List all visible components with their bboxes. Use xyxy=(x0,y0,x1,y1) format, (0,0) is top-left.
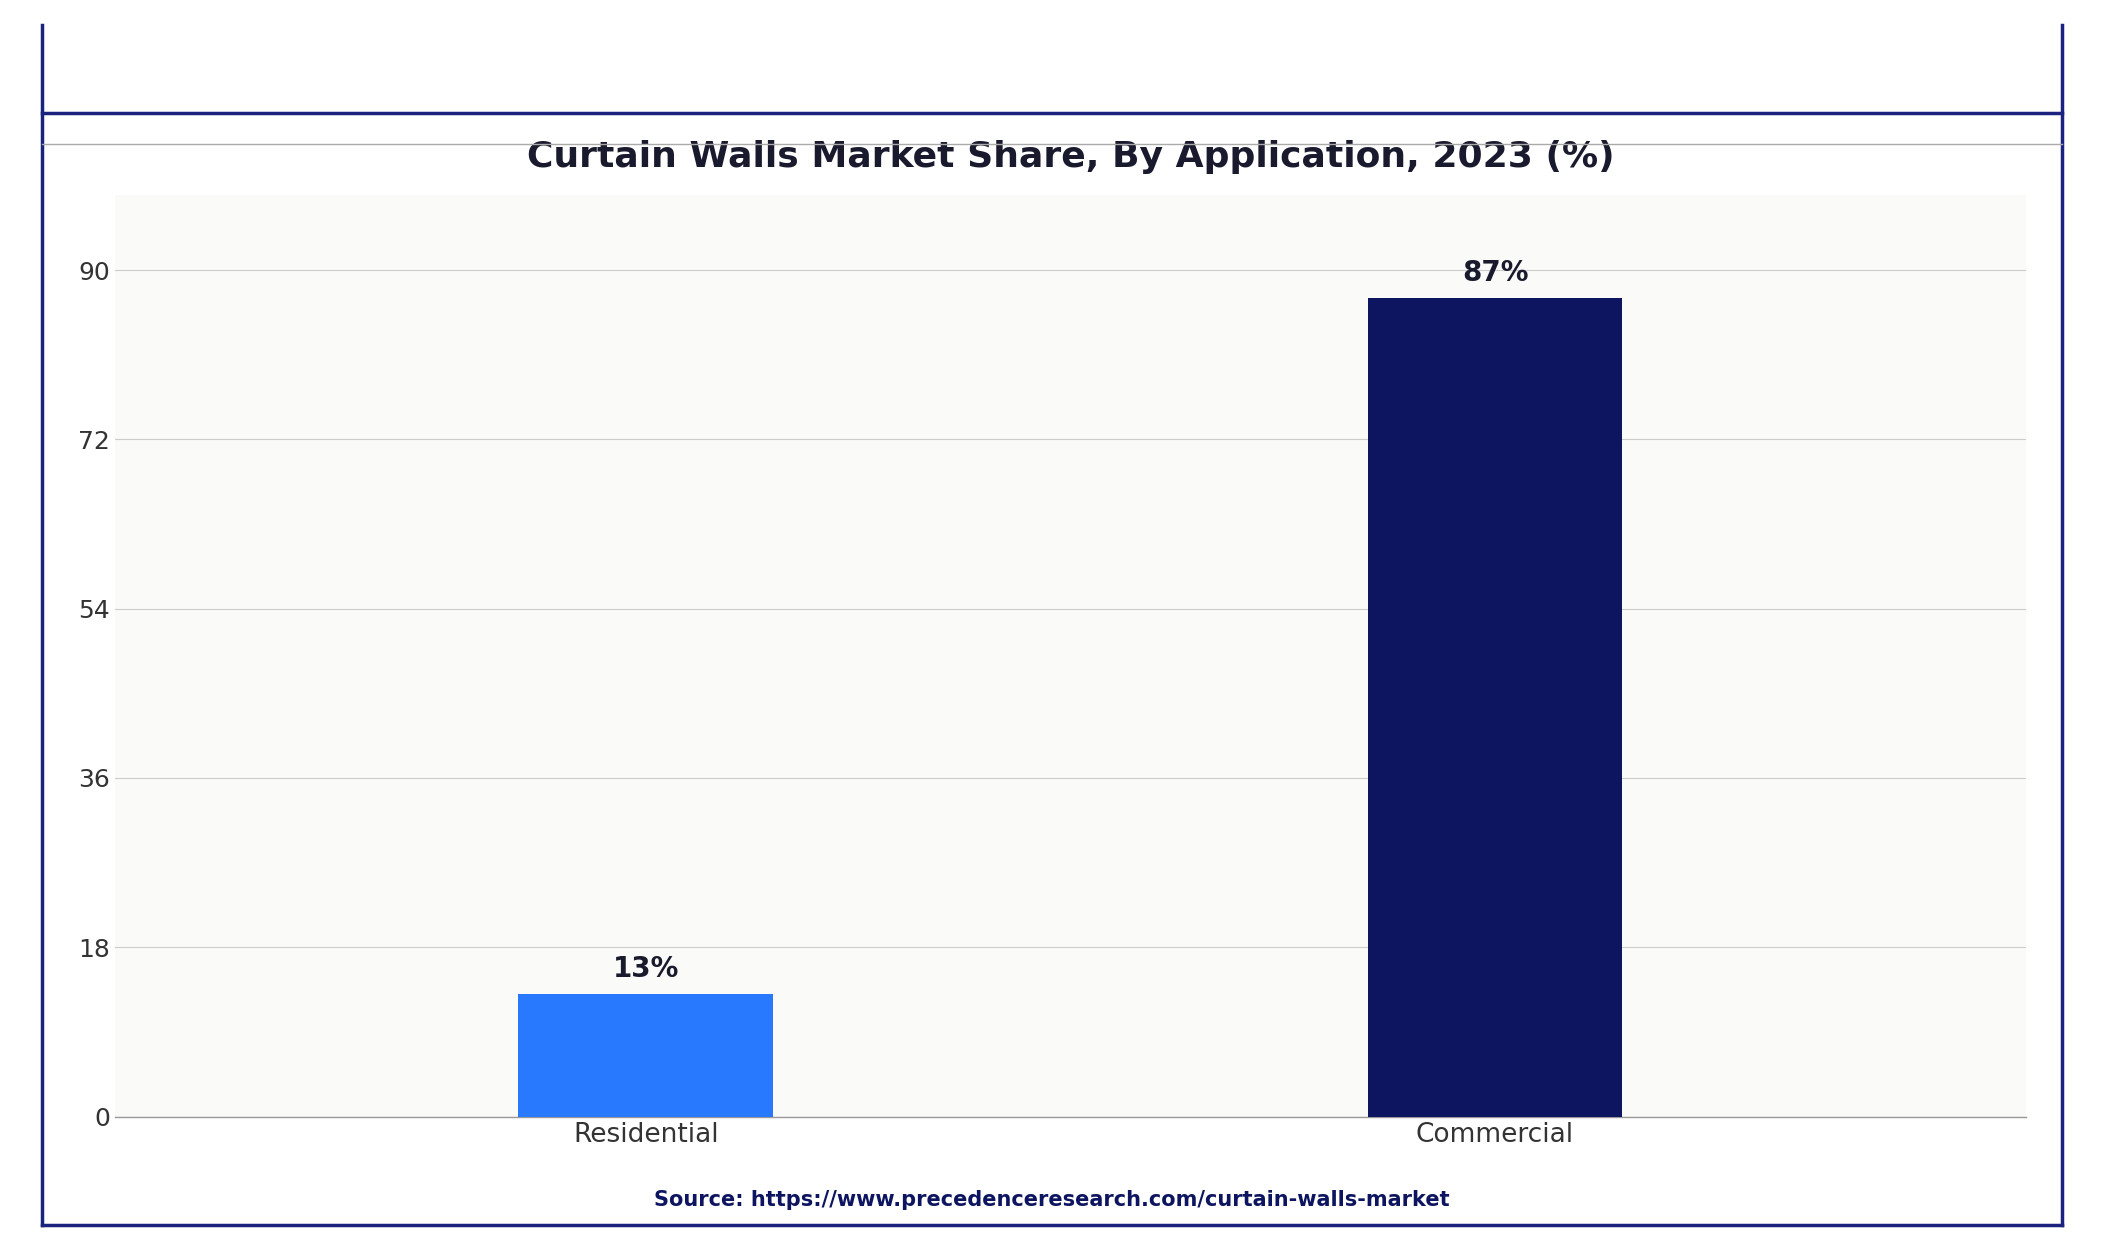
Title: Curtain Walls Market Share, By Application, 2023 (%): Curtain Walls Market Share, By Applicati… xyxy=(526,140,1614,174)
Text: 13%: 13% xyxy=(612,955,680,982)
Bar xyxy=(518,994,772,1116)
Text: 87%: 87% xyxy=(1462,259,1528,288)
Bar xyxy=(1368,299,1622,1116)
Text: Source: https://www.precedenceresearch.com/curtain-walls-market: Source: https://www.precedenceresearch.c… xyxy=(654,1190,1450,1210)
